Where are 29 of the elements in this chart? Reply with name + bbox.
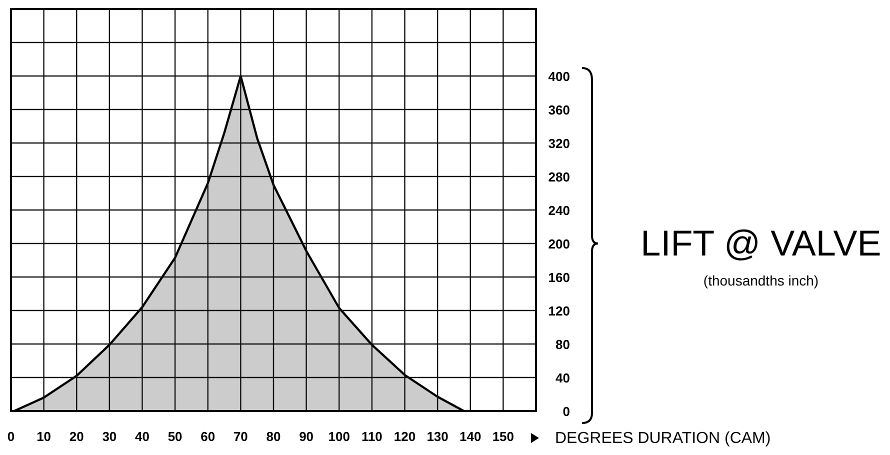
x-tick-label: 130 [426, 429, 448, 444]
y-tick-label: 0 [562, 404, 570, 419]
y-axis-title: LIFT @ VALVE (thousandths inch) [640, 222, 882, 288]
x-tick-label: 140 [460, 429, 482, 444]
y-tick-label: 400 [548, 69, 570, 84]
y-tick-label: 240 [548, 203, 570, 218]
x-tick-label: 70 [233, 429, 248, 444]
x-axis-title: DEGREES DURATION (CAM) [555, 430, 771, 447]
x-tick-label: 100 [328, 429, 350, 444]
x-tick-label: 80 [266, 429, 281, 444]
x-tick-label: 30 [102, 429, 117, 444]
y-tick-label: 80 [556, 337, 570, 352]
x-tick-label: 120 [394, 429, 416, 444]
x-tick-label: 60 [200, 429, 216, 444]
x-tick-label: 20 [69, 429, 84, 444]
x-tick-label: 150 [492, 429, 514, 444]
x-tick-label: 40 [135, 429, 150, 444]
x-tick-label: 50 [168, 429, 182, 444]
y-tick-label: 320 [548, 136, 570, 151]
x-tick-label: 90 [299, 429, 314, 444]
y-tick-label: 120 [548, 304, 570, 318]
x-tick-label: 110 [361, 429, 382, 444]
x-tick-label: 0 [7, 429, 15, 444]
y-tick-label: 280 [548, 170, 570, 184]
y-tick-label: 40 [556, 370, 570, 386]
x-tick-label: 10 [36, 429, 52, 444]
y-tick-label: 360 [548, 102, 570, 118]
y-tick-label: 200 [548, 236, 570, 252]
y-tick-label: 160 [548, 270, 570, 285]
